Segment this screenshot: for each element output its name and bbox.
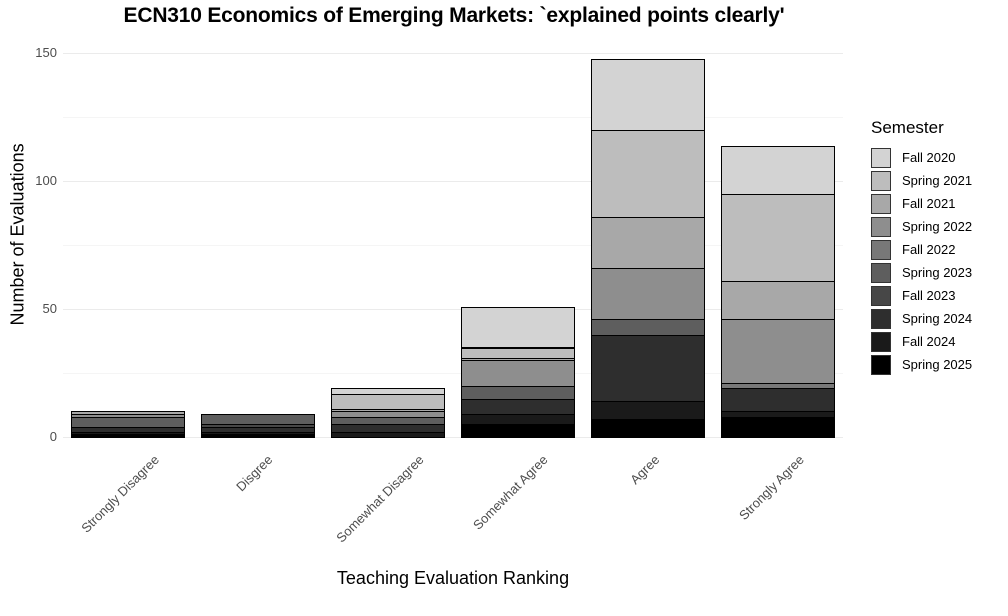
x-axis-label: Teaching Evaluation Ranking — [336, 568, 570, 588]
y-tick-label: 0 — [49, 429, 57, 444]
bar-somewhat-agree — [461, 40, 575, 440]
legend-item: Fall 2022 — [871, 238, 972, 261]
bar-segment — [461, 424, 575, 438]
legend-item: Spring 2022 — [871, 215, 972, 238]
bar-segment — [721, 281, 835, 321]
x-tick-label: Somewhat Agree — [470, 452, 551, 533]
bar-strongly-agree — [721, 40, 835, 440]
bar-segment — [71, 411, 185, 415]
gridline-major — [63, 437, 843, 438]
bar-segment — [721, 416, 835, 438]
bar-segment — [461, 360, 575, 387]
legend-label: Fall 2022 — [902, 242, 956, 257]
chart-title: ECN310 Economics of Emerging Markets: `e… — [123, 4, 785, 27]
bar-segment — [591, 130, 705, 219]
gridline-minor — [63, 373, 843, 375]
legend-swatch — [871, 147, 891, 168]
legend-label: Fall 2020 — [902, 150, 956, 165]
plot-area — [63, 40, 843, 440]
y-tick-label: 150 — [35, 45, 57, 61]
legend-label: Fall 2021 — [902, 196, 956, 211]
y-tick-label: 100 — [35, 173, 57, 189]
legend-item: Fall 2024 — [871, 330, 972, 353]
legend-item: Spring 2021 — [871, 169, 972, 192]
bar-segment — [201, 413, 315, 426]
x-tick-label: Agree — [627, 452, 663, 488]
legend-swatch — [871, 285, 891, 306]
legend-swatch — [871, 216, 891, 237]
bar-segment — [591, 419, 705, 438]
bar-segment — [331, 393, 445, 410]
legend-label: Spring 2023 — [902, 265, 973, 280]
legend-item: Spring 2023 — [871, 261, 972, 284]
legend-item: Fall 2020 — [871, 146, 972, 169]
legend-label: Spring 2024 — [902, 311, 973, 326]
legend-label: Spring 2021 — [902, 173, 973, 188]
legend-swatch — [871, 193, 891, 214]
bar-segment — [71, 416, 185, 428]
x-tick-label: Somewhat Disagree — [332, 452, 427, 546]
legend-label: Spring 2025 — [902, 357, 973, 372]
bar-segment — [461, 347, 575, 359]
legend-swatch — [871, 239, 891, 260]
legend-title: Semester — [871, 118, 944, 137]
bar-segment — [461, 385, 575, 400]
bar-segment — [461, 306, 575, 349]
gridline-major — [63, 53, 843, 55]
legend-item: Spring 2025 — [871, 353, 972, 376]
legend-swatch — [871, 354, 891, 375]
legend-label: Fall 2023 — [902, 288, 956, 303]
bar-segment — [591, 268, 705, 321]
bar-segment — [591, 401, 705, 421]
x-tick-label: Strongly Disagree — [78, 452, 163, 536]
bar-disgree — [201, 40, 315, 440]
bar-segment — [331, 388, 445, 395]
bar-agree — [591, 40, 705, 440]
legend-item: Spring 2024 — [871, 307, 972, 330]
bar-segment — [721, 194, 835, 283]
legend-swatch — [871, 170, 891, 191]
legend-swatch — [871, 331, 891, 352]
bar-somewhat-disagree — [331, 40, 445, 440]
gridline-major — [63, 181, 843, 183]
gridline-major — [63, 309, 843, 311]
y-tick-label: 50 — [42, 301, 57, 317]
bar-segment — [331, 424, 445, 433]
legend: Semester Fall 2020 Spring 2021 Fall 2021 Sp… — [871, 118, 972, 376]
legend-item: Fall 2021 — [871, 192, 972, 215]
gridline-minor — [63, 117, 843, 119]
bar-segment — [721, 145, 835, 196]
legend-item: Fall 2023 — [871, 284, 972, 307]
legend-label: Spring 2022 — [902, 219, 973, 234]
bar-segment — [591, 334, 705, 403]
legend-swatch — [871, 262, 891, 283]
bar-segment — [721, 319, 835, 385]
x-tick-label: Disgree — [232, 452, 276, 495]
bar-segment — [721, 388, 835, 413]
bar-segment — [591, 319, 705, 336]
x-tick-label: Strongly Agree — [736, 452, 807, 523]
legend-swatch — [871, 308, 891, 329]
bar-segment — [591, 58, 705, 132]
bar-strongly-disagree — [71, 40, 185, 440]
gridline-minor — [63, 245, 843, 247]
bar-segment — [461, 398, 575, 415]
bar-segment — [461, 413, 575, 426]
legend-label: Fall 2024 — [902, 334, 956, 349]
bar-segment — [331, 416, 445, 426]
bar-segment — [591, 217, 705, 270]
